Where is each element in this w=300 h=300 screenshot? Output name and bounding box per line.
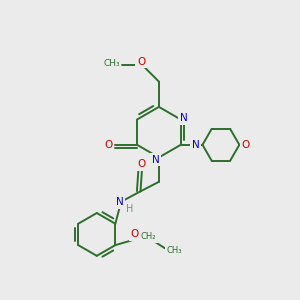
Text: O: O [130,230,139,239]
Text: N: N [192,140,200,150]
Text: N: N [116,197,124,207]
Text: O: O [104,140,112,150]
Text: N: N [180,113,188,123]
Text: O: O [242,140,250,150]
Text: CH₃: CH₃ [103,59,120,68]
Text: CH₂: CH₂ [141,232,156,241]
Text: O: O [137,57,145,67]
Text: CH₃: CH₃ [167,246,182,255]
Text: H: H [126,204,134,214]
Text: N: N [152,155,160,165]
Text: O: O [138,159,146,169]
